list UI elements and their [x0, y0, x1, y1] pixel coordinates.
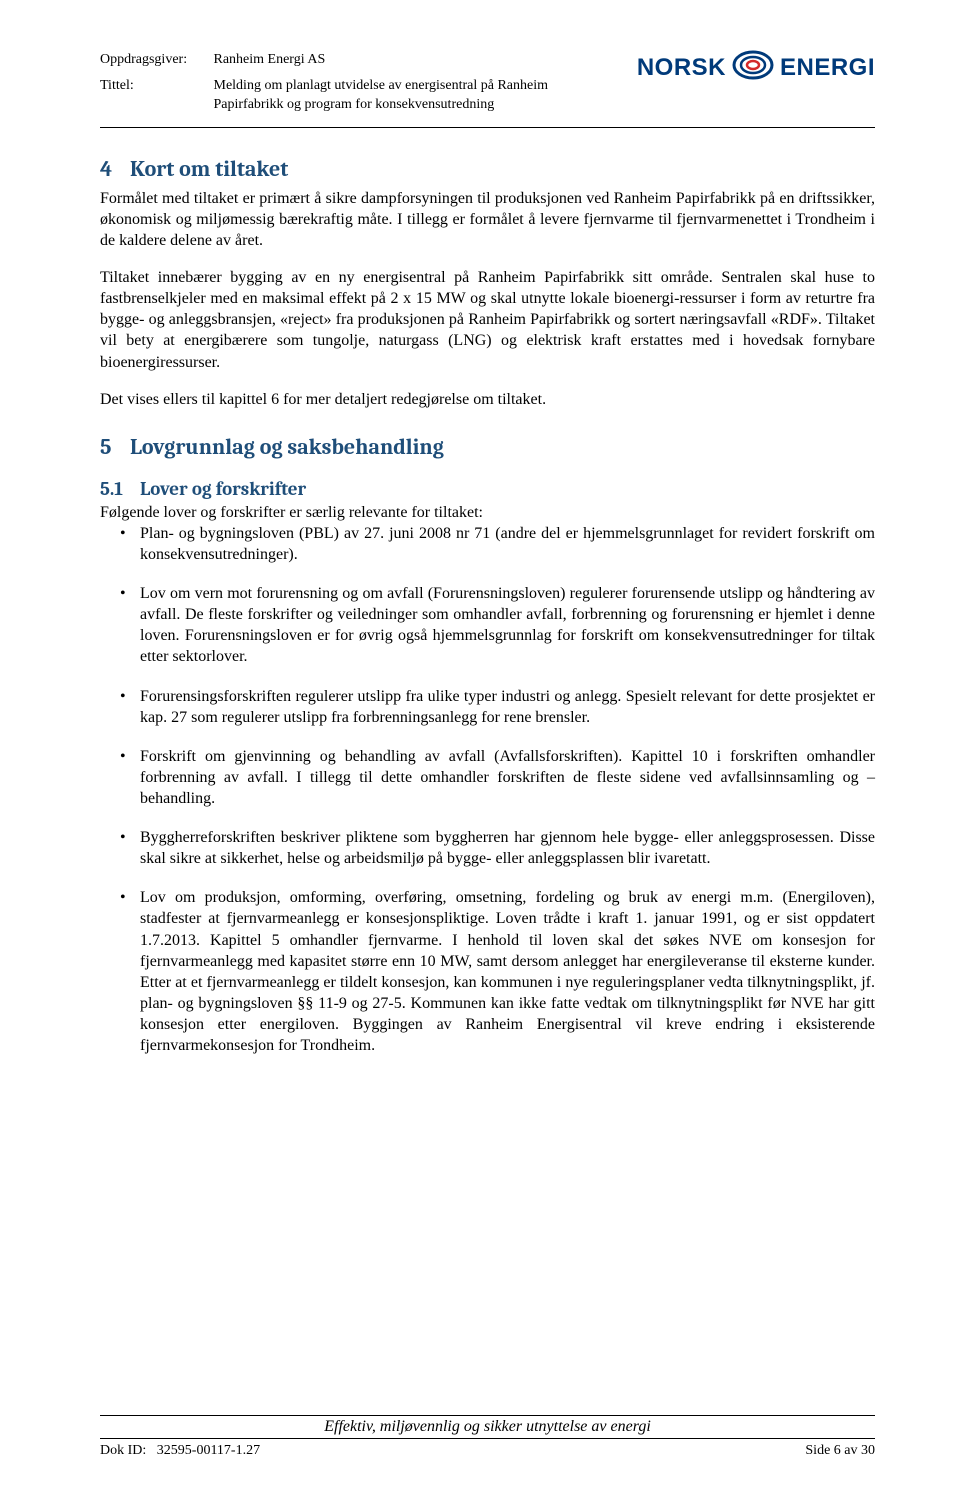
- section-5-1-number: 5.1: [100, 478, 140, 500]
- list-item: Lov om vern mot forurensning og om avfal…: [100, 583, 875, 667]
- footer-tagline: Effektiv, miljøvennlig og sikker utnytte…: [100, 1416, 875, 1438]
- dok-id: Dok ID: 32595-00117-1.27: [100, 1443, 260, 1459]
- section-5-title: Lovgrunnlag og saksbehandling: [130, 434, 444, 460]
- document-header: Oppdragsgiver: Ranheim Energi AS Tittel:…: [100, 50, 875, 115]
- list-item: Byggherreforskriften beskriver pliktene …: [100, 827, 875, 869]
- section-5-heading: 5Lovgrunnlag og saksbehandling: [100, 434, 875, 460]
- tittel-label: Tittel:: [100, 76, 210, 96]
- tittel-line-1: Melding om planlagt utvidelse av energis…: [214, 78, 549, 93]
- oppdragsgiver-label: Oppdragsgiver:: [100, 50, 210, 70]
- footer-divider-bottom: [100, 1438, 875, 1439]
- dok-id-value: 32595-00117-1.27: [157, 1443, 260, 1458]
- tittel-value: Melding om planlagt utvidelse av energis…: [214, 76, 549, 115]
- header-divider: [100, 127, 875, 128]
- norsk-energi-logo: NORSK ENERGI: [637, 50, 875, 85]
- tittel-line-2: Papirfabrikk og program for konsekvensut…: [214, 97, 495, 112]
- section-4-paragraph-1: Formålet med tiltaket er primært å sikre…: [100, 188, 875, 251]
- section-5-1-heading: 5.1Lover og forskrifter: [100, 478, 875, 500]
- section-4-heading: 4Kort om tiltaket: [100, 156, 875, 182]
- list-item: Forskrift om gjenvinning og behandling a…: [100, 746, 875, 809]
- section-5-1-title: Lover og forskrifter: [140, 478, 306, 500]
- section-4-paragraph-3: Det vises ellers til kapittel 6 for mer …: [100, 389, 875, 410]
- logo-text-norsk: NORSK: [637, 54, 726, 82]
- dok-id-label: Dok ID:: [100, 1443, 146, 1458]
- logo-swirl-icon: [732, 50, 774, 85]
- list-item: Plan- og bygningsloven (PBL) av 27. juni…: [100, 523, 875, 565]
- lover-forskrifter-list: Plan- og bygningsloven (PBL) av 27. juni…: [100, 523, 875, 1056]
- section-4-paragraph-2: Tiltaket innebærer bygging av en ny ener…: [100, 267, 875, 373]
- section-5-1-intro: Følgende lover og forskrifter er særlig …: [100, 502, 875, 523]
- page-number: Side 6 av 30: [805, 1443, 875, 1459]
- footer-meta: Dok ID: 32595-00117-1.27 Side 6 av 30: [100, 1443, 875, 1459]
- list-item: Forurensingsforskriften regulerer utslip…: [100, 686, 875, 728]
- oppdragsgiver-value: Ranheim Energi AS: [214, 50, 326, 70]
- section-4-title: Kort om tiltaket: [130, 156, 288, 182]
- logo-text-energi: ENERGI: [780, 54, 875, 82]
- list-item: Lov om produksjon, omforming, overføring…: [100, 887, 875, 1056]
- document-footer: Effektiv, miljøvennlig og sikker utnytte…: [100, 1415, 875, 1459]
- section-5-number: 5: [100, 434, 130, 460]
- section-4-number: 4: [100, 156, 130, 182]
- header-meta: Oppdragsgiver: Ranheim Energi AS Tittel:…: [100, 50, 548, 115]
